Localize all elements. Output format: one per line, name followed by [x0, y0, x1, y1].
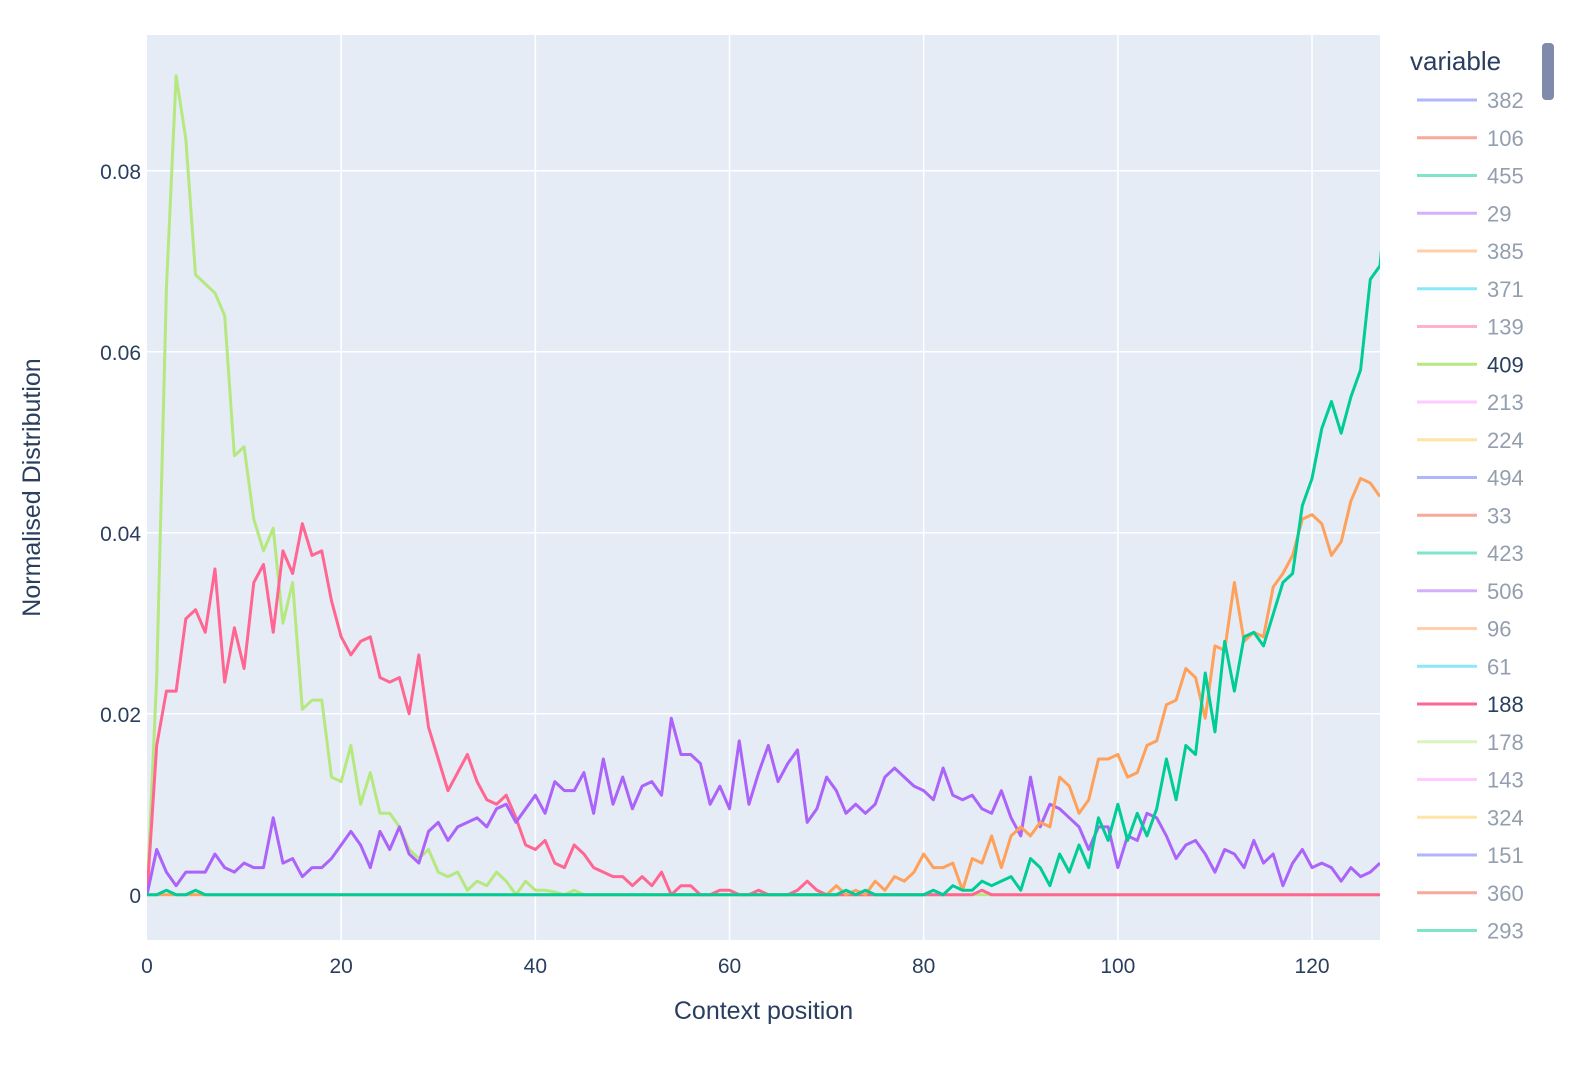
- legend-label: 29: [1487, 201, 1511, 226]
- y-axis-ticks: 0 0.02 0.04 0.06 0.08: [100, 161, 141, 908]
- legend-label: 494: [1487, 466, 1524, 491]
- legend-item-143[interactable]: 143: [1417, 768, 1524, 793]
- legend-title: variable: [1410, 46, 1501, 76]
- x-axis-title: Context position: [674, 997, 853, 1025]
- legend-label: 61: [1487, 654, 1511, 679]
- y-tick-label: 0.06: [100, 342, 141, 365]
- legend-label: 423: [1487, 541, 1524, 566]
- legend-item-409[interactable]: 409: [1417, 352, 1524, 377]
- y-tick-label: 0.08: [100, 161, 141, 184]
- legend-item-455[interactable]: 455: [1417, 164, 1524, 189]
- legend-item-29[interactable]: 29: [1417, 201, 1511, 226]
- legend-label: 33: [1487, 503, 1511, 528]
- series-line-385[interactable]: [147, 476, 1380, 897]
- legend-item-360[interactable]: 360: [1417, 881, 1524, 906]
- legend-label: 409: [1487, 352, 1524, 377]
- x-tick-label: 20: [329, 955, 352, 978]
- legend-item-61[interactable]: 61: [1417, 654, 1511, 679]
- legend: variable 382 106 455 29 385 371 139 409 213 224 49…: [1410, 46, 1524, 944]
- legend-item-106[interactable]: 106: [1417, 126, 1524, 151]
- y-tick-label: 0: [129, 885, 141, 908]
- series-lines[interactable]: [147, 74, 1386, 897]
- y-tick-label: 0.02: [100, 704, 141, 727]
- legend-item-139[interactable]: 139: [1417, 315, 1524, 340]
- legend-label: 360: [1487, 881, 1524, 906]
- legend-label: 178: [1487, 730, 1524, 755]
- y-tick-label: 0.04: [100, 523, 141, 546]
- legend-label: 151: [1487, 843, 1524, 868]
- legend-item-423[interactable]: 423: [1417, 541, 1524, 566]
- legend-item-371[interactable]: 371: [1417, 277, 1524, 302]
- legend-label: 139: [1487, 315, 1524, 340]
- legend-label: 371: [1487, 277, 1524, 302]
- legend-label: 188: [1487, 692, 1524, 717]
- legend-label: 106: [1487, 126, 1524, 151]
- x-tick-label: 80: [912, 955, 935, 978]
- legend-item-213[interactable]: 213: [1417, 390, 1524, 415]
- legend-label: 293: [1487, 919, 1524, 944]
- series-line-409[interactable]: [147, 74, 1380, 897]
- series-line-455[interactable]: [147, 202, 1386, 897]
- legend-label: 506: [1487, 579, 1524, 604]
- x-axis-ticks: 0 20 40 60 80 100 120: [141, 955, 1329, 978]
- series-line-188[interactable]: [147, 522, 1380, 897]
- legend-item-385[interactable]: 385: [1417, 239, 1524, 264]
- legend-item-96[interactable]: 96: [1417, 617, 1511, 642]
- legend-label: 324: [1487, 805, 1524, 830]
- series-line-29[interactable]: [147, 716, 1380, 896]
- legend-label: 143: [1487, 768, 1524, 793]
- y-axis-title: Normalised Distribution: [18, 358, 46, 616]
- legend-item-293[interactable]: 293: [1417, 919, 1524, 944]
- legend-item-188[interactable]: 188: [1417, 692, 1524, 717]
- legend-label: 382: [1487, 88, 1524, 113]
- legend-item-33[interactable]: 33: [1417, 503, 1511, 528]
- legend-item-382[interactable]: 382: [1417, 88, 1524, 113]
- legend-item-151[interactable]: 151: [1417, 843, 1524, 868]
- legend-label: 455: [1487, 164, 1524, 189]
- x-tick-label: 60: [718, 955, 741, 978]
- legend-scrollbar[interactable]: [1542, 43, 1554, 100]
- x-tick-label: 120: [1295, 955, 1330, 978]
- legend-label: 224: [1487, 428, 1524, 453]
- legend-label: 213: [1487, 390, 1524, 415]
- legend-label: 385: [1487, 239, 1524, 264]
- grid-lines: [147, 35, 1380, 940]
- legend-item-494[interactable]: 494: [1417, 466, 1524, 491]
- legend-label: 96: [1487, 617, 1511, 642]
- legend-item-178[interactable]: 178: [1417, 730, 1524, 755]
- legend-item-324[interactable]: 324: [1417, 805, 1524, 830]
- x-tick-label: 100: [1100, 955, 1135, 978]
- x-tick-label: 40: [524, 955, 547, 978]
- legend-item-506[interactable]: 506: [1417, 579, 1524, 604]
- legend-item-224[interactable]: 224: [1417, 428, 1524, 453]
- x-tick-label: 0: [141, 955, 153, 978]
